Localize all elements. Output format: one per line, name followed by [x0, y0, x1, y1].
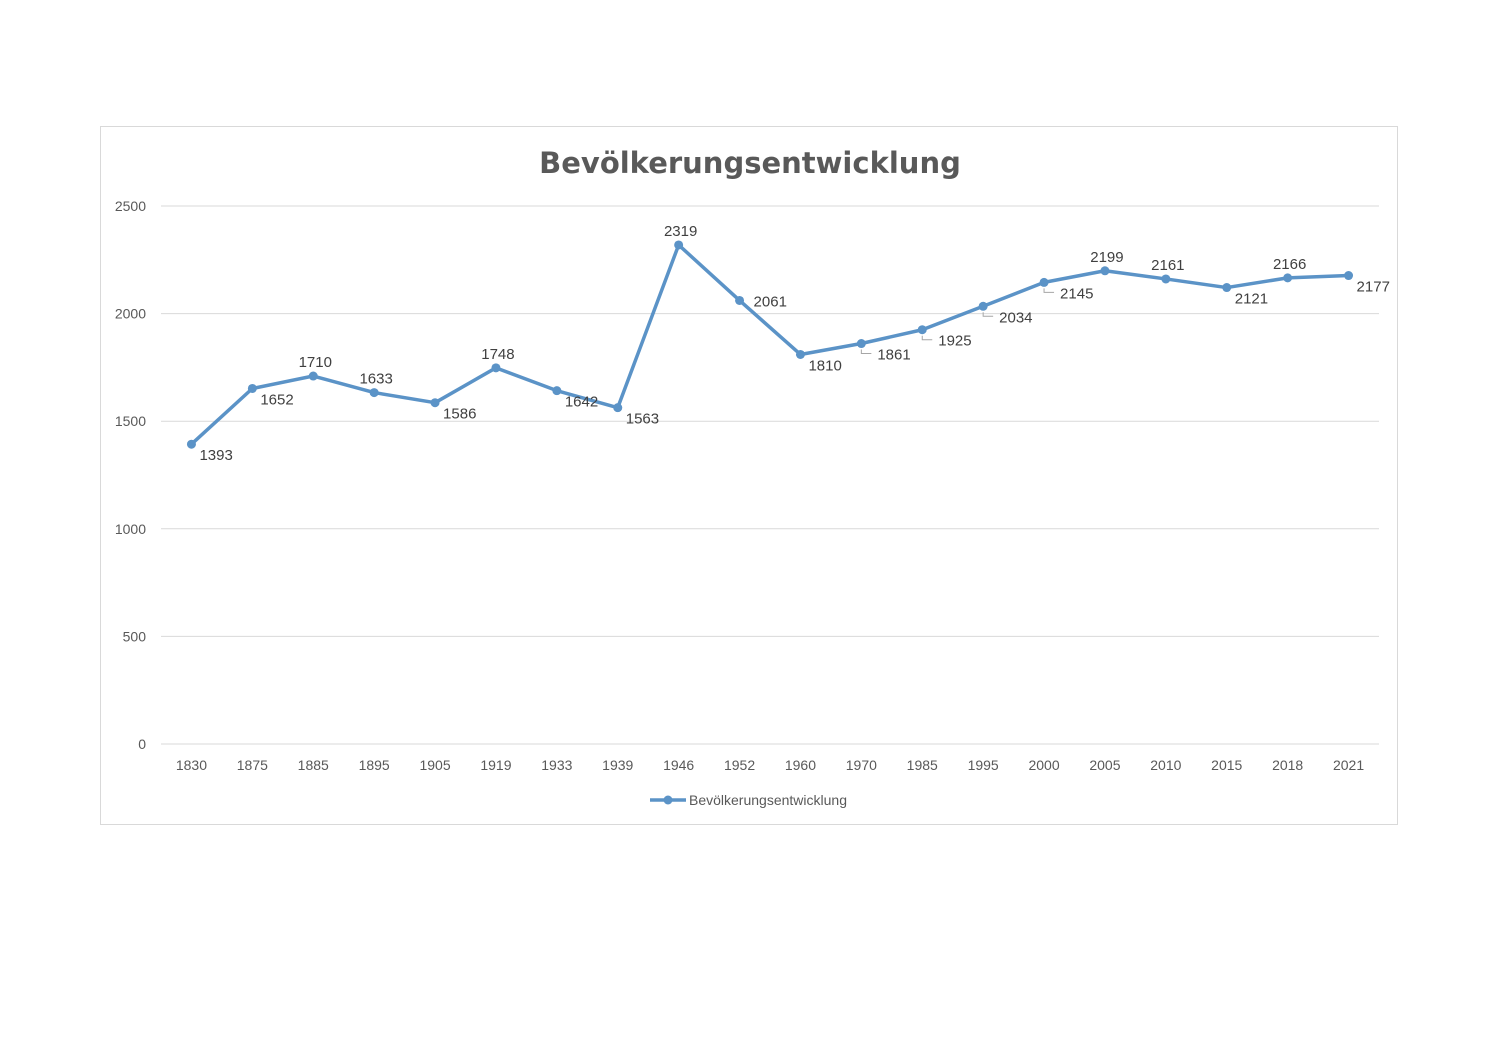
line-chart: Bevölkerungsentwicklung 0 500 1000 1500 2000…: [115, 146, 1390, 808]
x-tick-label: 2021: [1333, 757, 1364, 773]
gridlines: [161, 205, 1379, 745]
data-label: 2166: [1273, 256, 1306, 273]
data-point: [308, 371, 318, 381]
label-leader-lines: [860, 288, 1055, 355]
data-label: 1925: [938, 333, 971, 350]
data-point: [856, 339, 866, 349]
y-tick-label: 0: [138, 736, 146, 752]
x-tick-label: 1939: [602, 757, 633, 773]
data-point: [369, 388, 379, 398]
x-tick-label: 1919: [480, 757, 511, 773]
x-tick-label: 1875: [237, 757, 268, 773]
x-tick-label: 2015: [1211, 757, 1242, 773]
data-label: 2145: [1060, 285, 1093, 302]
y-tick-label: 1000: [115, 521, 146, 537]
series-path: [190, 243, 1349, 446]
data-label: 2061: [754, 293, 787, 310]
data-point: [735, 295, 745, 305]
leader-line: [860, 349, 872, 355]
x-tick-label: 2018: [1272, 757, 1303, 773]
leader-line: [982, 312, 994, 317]
leader-line: [921, 335, 933, 341]
data-point: [186, 439, 196, 449]
data-point: [613, 403, 623, 413]
x-tick-label: 1885: [298, 757, 329, 773]
data-label: 2177: [1357, 279, 1390, 296]
data-point: [1222, 283, 1232, 293]
data-label: 1810: [808, 357, 841, 374]
chart-frame: Bevölkerungsentwicklung 0 500 1000 1500 2000…: [100, 126, 1398, 825]
data-point: [674, 240, 684, 250]
y-tick-label: 2500: [115, 198, 146, 214]
x-tick-label: 1970: [846, 757, 877, 773]
x-tick-label: 1895: [359, 757, 390, 773]
leader-line: [1043, 288, 1055, 293]
data-label: 2034: [999, 309, 1032, 326]
x-tick-label: 1830: [176, 757, 207, 773]
data-point: [491, 363, 501, 373]
data-point: [1344, 271, 1354, 281]
x-tick-label: 1905: [419, 757, 450, 773]
data-label: 2161: [1151, 257, 1184, 274]
y-tick-label: 1500: [115, 413, 146, 429]
x-tick-label: 2010: [1150, 757, 1181, 773]
series-line: [186, 240, 1354, 449]
x-tick-label: 2005: [1089, 757, 1120, 773]
data-label: 2319: [664, 223, 697, 240]
y-axis-ticks: 0 500 1000 1500 2000 2500: [115, 198, 146, 752]
data-point: [247, 383, 257, 393]
data-label: 1652: [260, 391, 293, 408]
y-tick-label: 2000: [115, 306, 146, 322]
x-axis-ticks: 1830 1875 1885 1895 1905 1919 1933 1939 1946 1952…: [176, 757, 1364, 773]
x-tick-label: 1933: [541, 757, 572, 773]
data-label: 1861: [877, 347, 910, 364]
data-point: [1161, 274, 1171, 284]
legend: Bevölkerungsentwicklung: [650, 792, 847, 808]
data-point: [1283, 273, 1293, 283]
x-tick-label: 1985: [907, 757, 938, 773]
data-label: 1633: [359, 371, 392, 388]
data-point: [978, 301, 988, 311]
data-label: 1642: [565, 394, 598, 411]
data-label: 1563: [626, 411, 659, 428]
data-point: [795, 349, 805, 359]
data-point: [917, 325, 927, 335]
data-labels: 1393 1652 1710 1633 1586 1748 1642 1563 2319 2061…: [199, 223, 1389, 464]
data-point: [552, 386, 562, 396]
x-tick-label: 1995: [968, 757, 999, 773]
x-tick-label: 1952: [724, 757, 755, 773]
data-label: 2121: [1235, 291, 1268, 308]
legend-marker: [663, 795, 673, 805]
data-label: 1710: [299, 354, 332, 371]
y-tick-label: 500: [123, 628, 147, 644]
data-point: [1100, 266, 1110, 276]
legend-label: Bevölkerungsentwicklung: [689, 792, 847, 808]
data-label: 1393: [199, 447, 232, 464]
data-label: 1586: [443, 406, 476, 423]
x-tick-label: 2000: [1028, 757, 1059, 773]
data-label: 1748: [481, 346, 514, 363]
data-point: [1039, 277, 1049, 287]
x-tick-label: 1960: [785, 757, 816, 773]
x-tick-label: 1946: [663, 757, 694, 773]
data-point: [430, 398, 440, 408]
chart-title: Bevölkerungsentwicklung: [539, 146, 961, 180]
data-label: 2199: [1090, 249, 1123, 266]
